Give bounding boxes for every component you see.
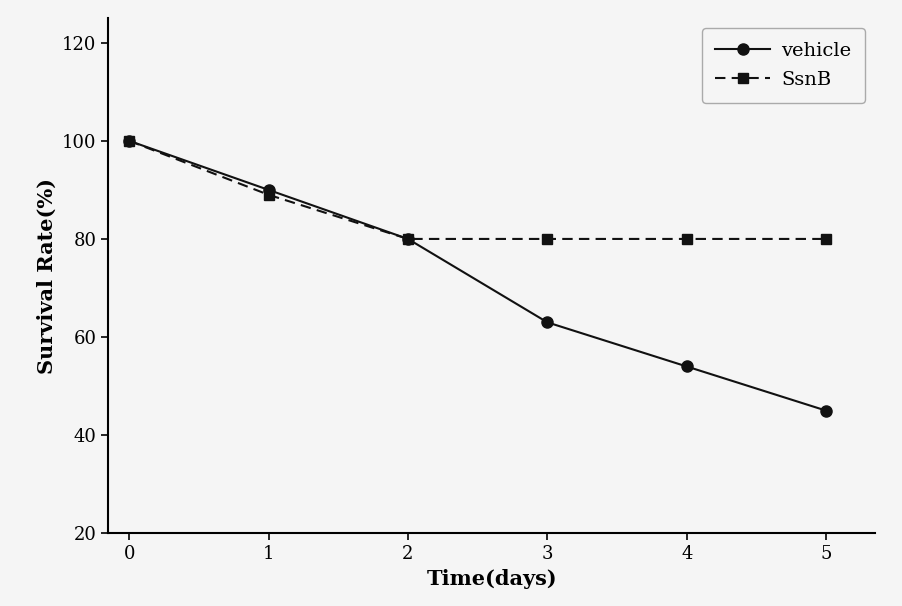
X-axis label: Time(days): Time(days)	[427, 568, 557, 588]
SsnB	[402, 235, 413, 242]
vehicle	[681, 363, 692, 370]
vehicle	[263, 186, 274, 193]
vehicle	[402, 235, 413, 242]
SsnB	[124, 137, 134, 144]
vehicle	[542, 319, 553, 326]
Line: SsnB: SsnB	[124, 136, 831, 244]
Line: vehicle: vehicle	[124, 135, 832, 416]
vehicle	[124, 137, 134, 144]
Y-axis label: Survival Rate(%): Survival Rate(%)	[36, 178, 57, 374]
SsnB	[542, 235, 553, 242]
vehicle	[821, 407, 832, 415]
Legend: vehicle, SsnB: vehicle, SsnB	[702, 28, 865, 103]
SsnB	[263, 191, 274, 198]
SsnB	[821, 235, 832, 242]
SsnB	[681, 235, 692, 242]
